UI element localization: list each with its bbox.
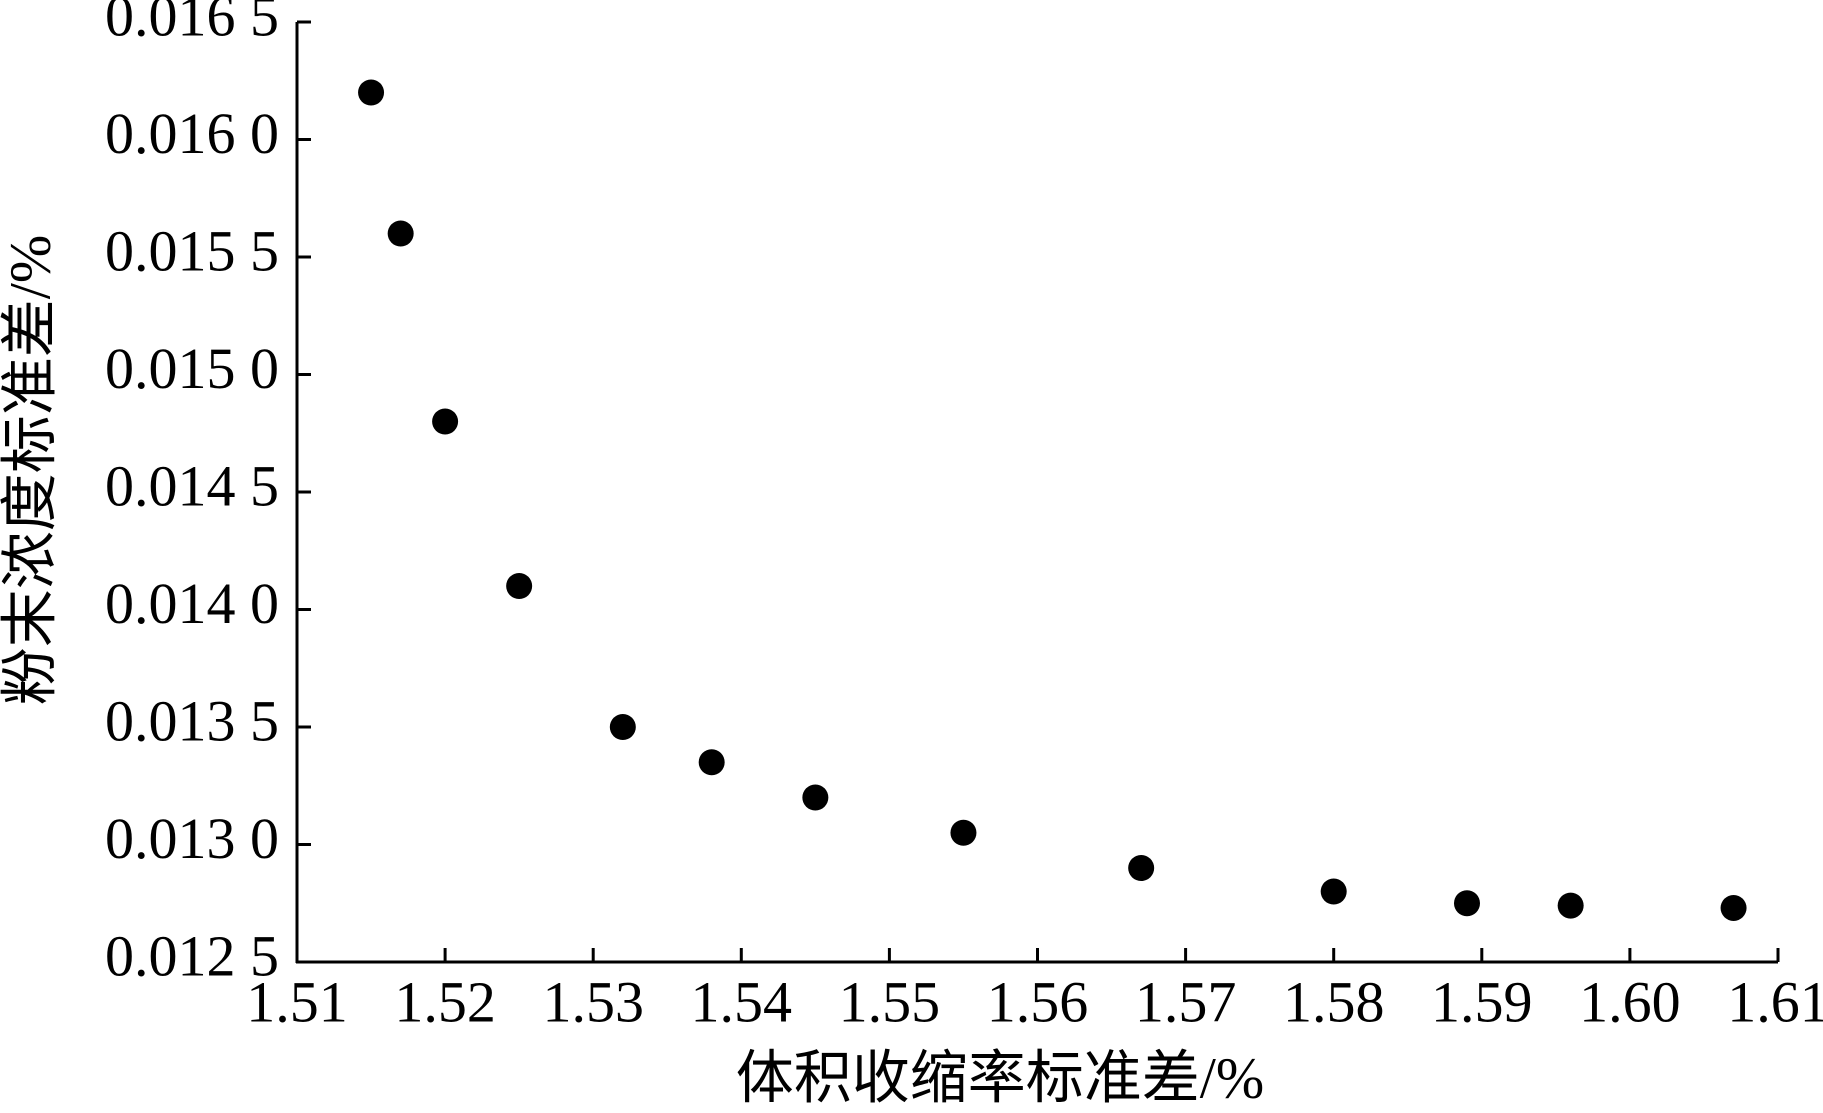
point <box>358 79 385 106</box>
point <box>1720 894 1747 921</box>
y-tick-label: 0.015 0 <box>105 336 279 401</box>
x-tick-label: 1.52 <box>394 969 496 1034</box>
y-tick-label: 0.015 5 <box>105 218 279 283</box>
point <box>1557 892 1584 919</box>
y-axis-label: 粉末浓度标准差/% <box>0 235 62 705</box>
point <box>506 573 533 599</box>
point <box>387 220 414 247</box>
y-tick-label: 0.013 5 <box>105 688 279 753</box>
y-tick-label: 0.014 5 <box>105 453 279 518</box>
point <box>609 714 636 740</box>
point <box>698 749 725 776</box>
y-tick-label: 0.014 0 <box>105 571 279 636</box>
y-tick-label: 0.016 5 <box>105 0 279 48</box>
x-tick-label: 1.60 <box>1579 969 1681 1034</box>
y-tick-label: 0.016 0 <box>105 101 279 166</box>
point <box>432 408 459 435</box>
x-axis-label: 体积收缩率标准差/% <box>736 1045 1264 1110</box>
x-tick-label: 1.55 <box>839 969 941 1034</box>
x-tick-label: 1.59 <box>1431 969 1533 1034</box>
point <box>1320 878 1347 905</box>
point <box>1453 890 1480 917</box>
x-tick-label: 1.54 <box>691 969 793 1034</box>
x-tick-label: 1.61 <box>1727 969 1823 1034</box>
x-tick-label: 1.56 <box>987 969 1089 1034</box>
point <box>802 784 829 811</box>
x-tick-label: 1.51 <box>246 969 348 1034</box>
point <box>950 819 977 846</box>
x-tick-label: 1.53 <box>542 969 644 1034</box>
point <box>1128 855 1155 881</box>
y-tick-label: 0.012 5 <box>105 923 279 988</box>
x-tick-label: 1.58 <box>1283 969 1385 1034</box>
x-tick-label: 1.57 <box>1135 969 1237 1034</box>
y-tick-label: 0.013 0 <box>105 806 279 871</box>
